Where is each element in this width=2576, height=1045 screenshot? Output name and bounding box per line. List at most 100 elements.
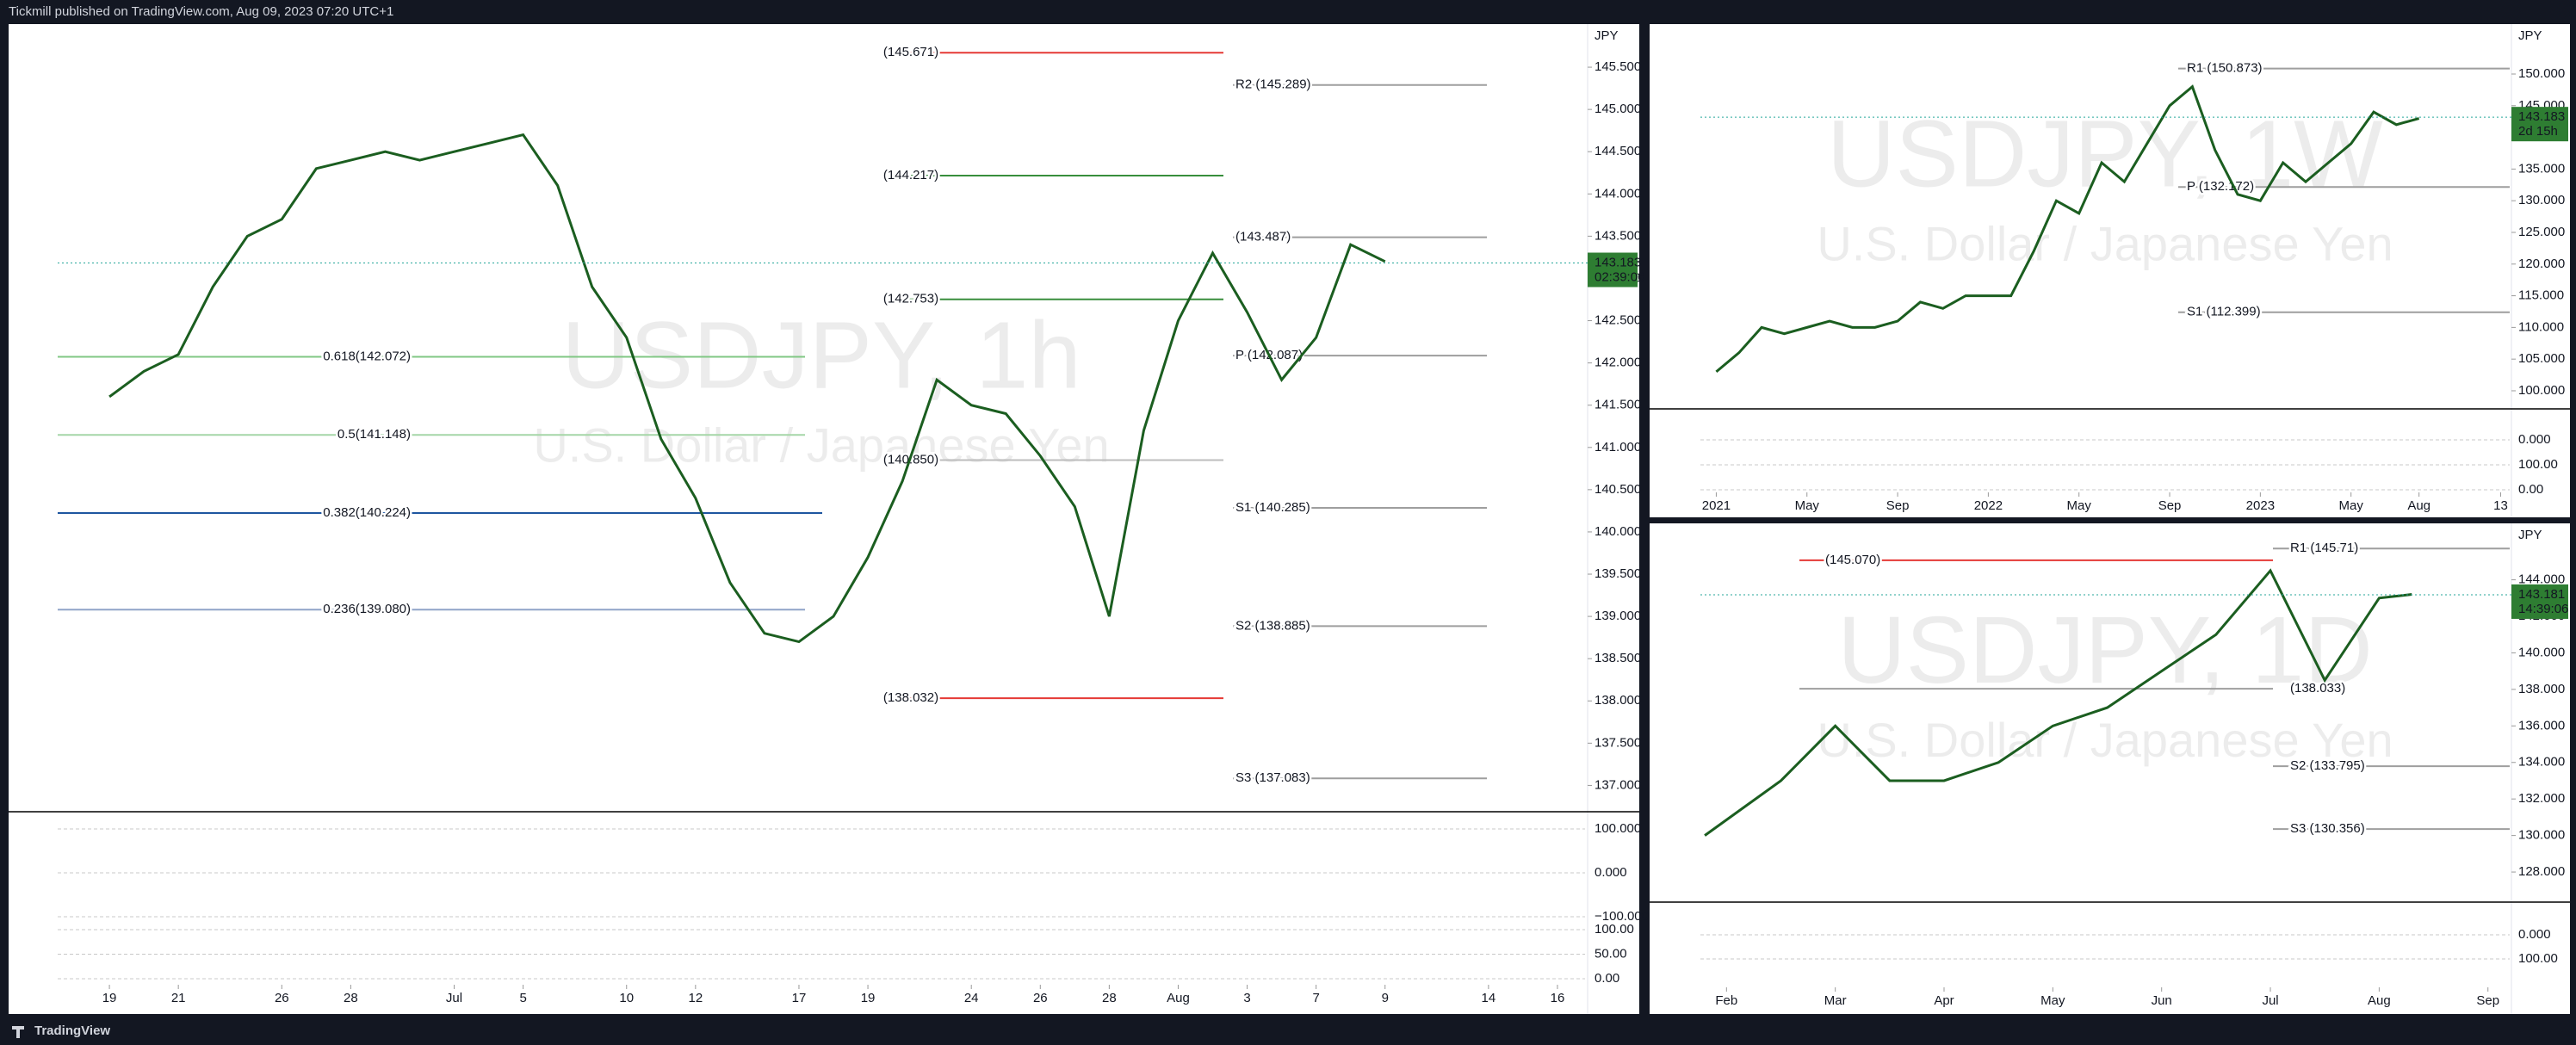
y-tick-label: 138.000: [1595, 693, 1641, 708]
x-tick-label: Sep: [2476, 993, 2499, 1008]
level-label: 0.382(140.224): [323, 505, 411, 520]
x-tick-label: 28: [344, 991, 358, 1005]
indicator-tick-label: 0.00: [1595, 971, 1619, 986]
logo: [12, 1026, 24, 1038]
x-tick-label: Jul: [446, 991, 462, 1005]
level-label: S3 (137.083): [1235, 770, 1310, 785]
y-tick-label: 143.500: [1595, 228, 1641, 243]
x-tick-label: 7: [1312, 991, 1319, 1005]
y-tick-label: 144.000: [2518, 572, 2565, 587]
y-tick-label: 141.500: [1595, 398, 1641, 412]
y-tick-label: 135.000: [2518, 161, 2565, 176]
countdown: 2d 15h: [2518, 124, 2558, 139]
last-price-tag: [2511, 107, 2568, 142]
watermark: USDJPY, 1h: [561, 303, 1081, 409]
x-tick-label: 16: [1551, 991, 1565, 1005]
y-tick-label: 145.000: [1595, 102, 1641, 116]
level-label: S2 (138.885): [1235, 618, 1310, 633]
countdown: 02:39:06: [1595, 269, 1644, 284]
x-tick-label: Apr: [1934, 993, 1954, 1008]
level-label: (138.033): [2290, 681, 2345, 696]
level-label: (142.753): [883, 292, 938, 306]
x-tick-label: May: [2040, 993, 2065, 1008]
level-label: (145.671): [883, 45, 938, 59]
level-label: S3 (130.356): [2290, 821, 2365, 836]
last-price-label: 143.183: [1595, 255, 1641, 269]
y-tick-label: 140.500: [1595, 482, 1641, 497]
x-tick-label: Aug: [1167, 991, 1190, 1005]
y-tick-label: 125.000: [2518, 225, 2565, 239]
axis-unit: JPY: [2518, 28, 2542, 43]
price-line: [1715, 84, 2420, 374]
level-label: (145.070): [1825, 553, 1880, 567]
x-tick-label: 19: [102, 991, 117, 1005]
header: Tickmill published on TradingView.com, A…: [9, 4, 393, 19]
x-tick-label: 9: [1382, 991, 1389, 1005]
y-tick-label: 150.000: [2518, 66, 2565, 81]
x-tick-label: 12: [688, 991, 703, 1005]
x-tick-label: Sep: [1886, 498, 1910, 513]
brand: TradingView: [34, 1023, 110, 1038]
y-tick-label: 137.000: [1595, 777, 1641, 792]
y-tick-label: 142.000: [1595, 356, 1641, 370]
level-label: R1 (145.71): [2290, 541, 2358, 555]
y-tick-label: 105.000: [2518, 351, 2565, 366]
y-tick-label: 139.000: [1595, 609, 1641, 623]
y-tick-label: 130.000: [2518, 193, 2565, 207]
level-label: P (132.172): [2187, 179, 2254, 194]
x-tick-label: 21: [171, 991, 186, 1005]
x-tick-label: 14: [1482, 991, 1496, 1005]
x-tick-label: Aug: [2407, 498, 2430, 513]
y-tick-label: 110.000: [2518, 319, 2564, 334]
indicator-tick-label: 100.000: [1595, 821, 1641, 836]
level-label: (144.217): [883, 168, 938, 182]
axis-unit: JPY: [2518, 528, 2542, 542]
level-label: 0.618(142.072): [323, 349, 411, 364]
watermark-subtitle: U.S. Dollar / Japanese Yen: [1817, 713, 2393, 767]
y-tick-label: 145.500: [1595, 59, 1641, 74]
x-tick-label: May: [1795, 498, 1820, 513]
y-tick-label: 141.000: [1595, 440, 1641, 454]
indicator-tick-label: 0.00: [2518, 482, 2543, 497]
y-tick-label: 140.000: [2518, 645, 2565, 659]
x-tick-label: 2021: [1702, 498, 1731, 513]
y-tick-label: 138.500: [1595, 651, 1641, 665]
level-label: R1 (150.873): [2187, 61, 2263, 76]
indicator-tick-label: 100.00: [2518, 951, 2558, 966]
x-tick-label: Jul: [2262, 993, 2278, 1008]
watermark-subtitle: U.S. Dollar / Japanese Yen: [533, 417, 1109, 472]
x-tick-label: 2022: [1974, 498, 2003, 513]
x-tick-label: 24: [964, 991, 979, 1005]
indicator-tick-label: 100.00: [2518, 457, 2558, 472]
level-label: (143.487): [1235, 230, 1291, 244]
x-tick-label: 5: [519, 991, 526, 1005]
axis-unit: JPY: [1595, 28, 1619, 43]
y-tick-label: 115.000: [2518, 288, 2564, 303]
indicator-tick-label: 0.000: [2518, 432, 2551, 447]
x-tick-label: 3: [1243, 991, 1250, 1005]
level-label: S2 (133.795): [2290, 758, 2365, 773]
x-tick-label: Feb: [1715, 993, 1737, 1008]
y-tick-label: 137.500: [1595, 735, 1641, 750]
x-tick-label: Mar: [1824, 993, 1847, 1008]
y-tick-label: 138.000: [2518, 682, 2565, 696]
indicator-tick-label: −100.000: [1595, 909, 1649, 924]
x-tick-label: Jun: [2152, 993, 2172, 1008]
y-tick-label: 130.000: [2518, 828, 2565, 843]
x-tick-label: 28: [1102, 991, 1117, 1005]
indicator-tick-label: 0.000: [2518, 927, 2551, 942]
watermark: USDJPY, 1D: [1837, 597, 2373, 703]
indicator-tick-label: 100.00: [1595, 922, 1634, 937]
indicator-tick-label: 0.000: [1595, 865, 1627, 880]
panel: [1650, 24, 2570, 517]
x-tick-label: Sep: [2158, 498, 2182, 513]
y-tick-label: 100.000: [2518, 383, 2565, 398]
x-tick-label: May: [2067, 498, 2092, 513]
y-tick-label: 134.000: [2518, 755, 2565, 770]
y-tick-label: 144.500: [1595, 144, 1641, 158]
level-label: (138.032): [883, 690, 938, 705]
level-label: S1 (140.285): [1235, 500, 1310, 515]
x-tick-label: 26: [1033, 991, 1048, 1005]
x-tick-label: May: [2339, 498, 2364, 513]
